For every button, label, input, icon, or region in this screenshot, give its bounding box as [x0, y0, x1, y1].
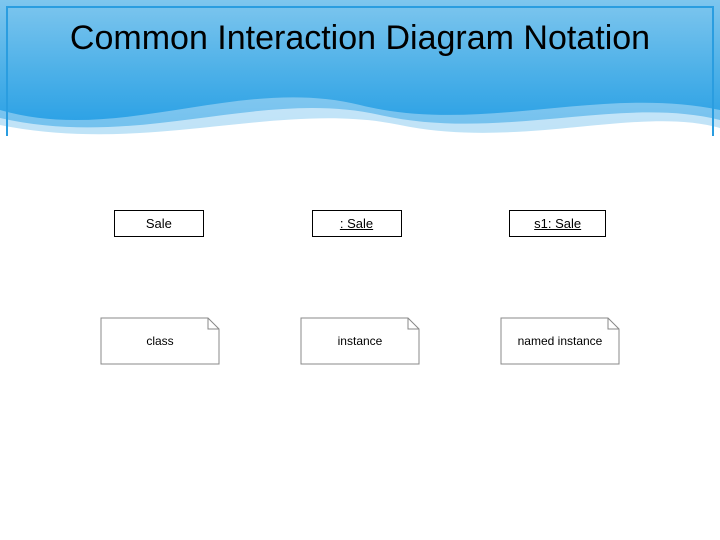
uml-box-row: Sale : Sale s1: Sale: [0, 210, 720, 237]
note-label: named instance: [518, 334, 603, 348]
uml-box-instance: : Sale: [312, 210, 402, 237]
uml-box-named-instance: s1: Sale: [509, 210, 606, 237]
note-class: class: [100, 317, 220, 365]
uml-box-label: : Sale: [340, 216, 373, 231]
slide-title: Common Interaction Diagram Notation: [0, 18, 720, 59]
uml-box-class: Sale: [114, 210, 204, 237]
note-instance: instance: [300, 317, 420, 365]
note-label: class: [146, 334, 173, 348]
note-named-instance: named instance: [500, 317, 620, 365]
uml-box-label: Sale: [146, 216, 172, 231]
note-row: class instance named instance: [0, 317, 720, 365]
content-area: Sale : Sale s1: Sale class instance: [0, 210, 720, 365]
uml-box-label: s1: Sale: [534, 216, 581, 231]
note-label: instance: [338, 334, 383, 348]
